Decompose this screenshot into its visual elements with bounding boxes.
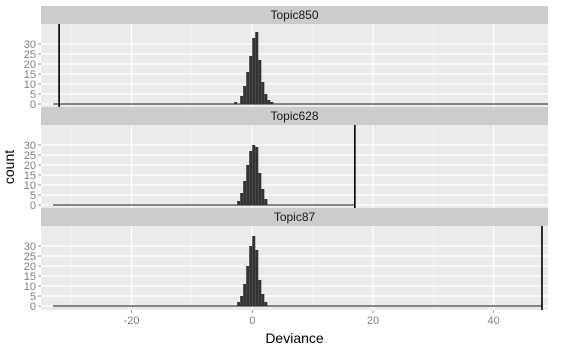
- facet-strip: [41, 6, 548, 24]
- histogram-bar: [234, 102, 238, 104]
- facet-strip: [41, 107, 548, 125]
- y-tick-label: 0: [30, 301, 36, 313]
- histogram-bar: [264, 199, 268, 205]
- y-tick-label: 10: [24, 79, 36, 91]
- histogram-bar: [252, 236, 256, 306]
- panel-background: [41, 226, 548, 310]
- panel-background: [41, 24, 548, 108]
- histogram-bar: [270, 102, 274, 104]
- histogram-bar: [255, 32, 259, 104]
- y-tick-label: 0: [30, 99, 36, 111]
- y-tick-label: 25: [24, 49, 36, 61]
- histogram-bar: [240, 296, 244, 306]
- y-tick-label: 10: [24, 180, 36, 192]
- facet-strip-label: Topic628: [270, 109, 318, 123]
- histogram-bar: [261, 189, 265, 205]
- panel-background: [41, 125, 548, 209]
- facet-strip: [41, 208, 548, 226]
- y-tick-label: 15: [24, 271, 36, 283]
- histogram-bar: [252, 145, 256, 205]
- histogram-bar: [237, 302, 241, 306]
- y-tick-label: 20: [24, 261, 36, 273]
- x-axis: -20 0 20 40: [124, 310, 500, 327]
- histogram-bar: [240, 96, 244, 104]
- histogram-bar: [261, 82, 265, 104]
- y-tick-label: 15: [24, 170, 36, 182]
- y-tick-label: 25: [24, 150, 36, 162]
- y-tick-label: 5: [30, 291, 36, 303]
- histogram-bar: [240, 193, 244, 205]
- facet-strip-label: Topic87: [274, 210, 316, 224]
- histogram-bar: [255, 250, 259, 306]
- y-tick-label: 30: [24, 140, 36, 152]
- histogram-bar: [255, 147, 259, 205]
- histogram-bar: [261, 294, 265, 306]
- y-tick-label: 30: [24, 241, 36, 253]
- y-tick-label: 5: [30, 190, 36, 202]
- histogram-bar: [246, 165, 250, 205]
- histogram-bar: [246, 266, 250, 306]
- histogram-bar: [267, 100, 271, 104]
- y-tick-label: 20: [24, 59, 36, 71]
- facet-panels: Topic850051015202530Topic628051015202530…: [24, 6, 548, 313]
- histogram-bar: [258, 173, 262, 205]
- histogram-bar: [264, 94, 268, 104]
- facet-strip-label: Topic850: [270, 8, 318, 22]
- histogram-bar: [258, 280, 262, 306]
- histogram-bar: [246, 72, 250, 104]
- histogram-bar: [249, 151, 253, 205]
- y-tick-label: 5: [30, 89, 36, 101]
- histogram-bar: [243, 284, 247, 306]
- y-tick-label: 0: [30, 200, 36, 212]
- x-axis-title: Deviance: [265, 330, 324, 346]
- histogram-bar: [258, 60, 262, 104]
- y-tick-label: 10: [24, 281, 36, 293]
- histogram-bar: [249, 246, 253, 306]
- histogram-bar: [243, 86, 247, 104]
- y-tick-label: 30: [24, 39, 36, 51]
- x-tick-label: 20: [367, 315, 379, 327]
- histogram-bar: [252, 38, 256, 104]
- y-tick-label: 15: [24, 69, 36, 81]
- y-tick-label: 20: [24, 160, 36, 172]
- histogram-bar: [243, 181, 247, 205]
- y-tick-label: 25: [24, 251, 36, 263]
- histogram-bar: [264, 302, 268, 306]
- histogram-bar: [249, 56, 253, 104]
- histogram-bar: [237, 201, 241, 205]
- x-tick-label: -20: [124, 315, 140, 327]
- x-tick-label: 0: [249, 315, 255, 327]
- y-axis-title: count: [1, 150, 17, 184]
- x-tick-label: 40: [488, 315, 500, 327]
